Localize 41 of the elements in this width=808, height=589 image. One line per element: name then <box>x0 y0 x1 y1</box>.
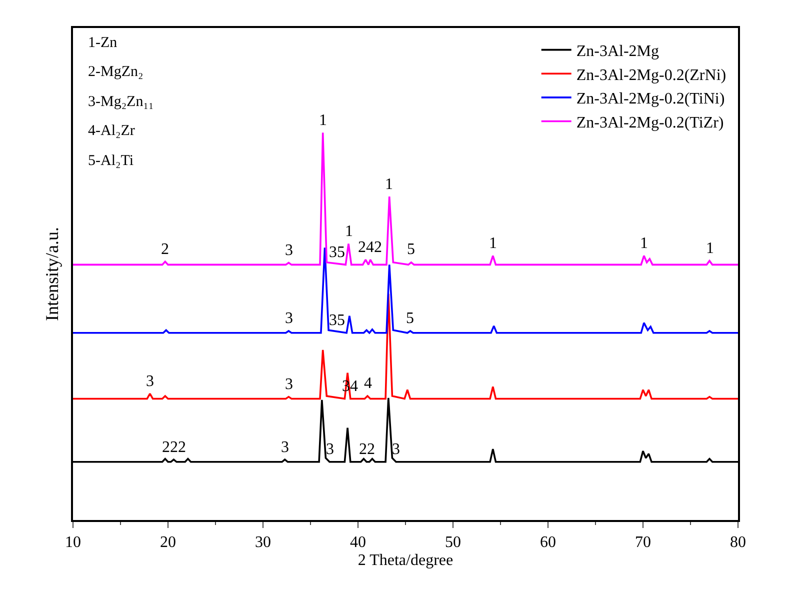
x-axis-title: 2 Theta/degree <box>358 552 454 570</box>
annotation: 5 <box>407 241 415 258</box>
annotation: 1 <box>706 240 714 257</box>
legend-label: Zn-3Al-2Mg-0.2(ZrNi) <box>576 66 726 84</box>
legend-label: Zn-3Al-2Mg-0.2(TiZr) <box>576 114 724 132</box>
annotation: 35 <box>329 244 345 261</box>
x-tick-label: 70 <box>635 534 651 551</box>
y-axis-title: Intensity/a.u. <box>42 227 62 321</box>
annotation: 5-Al₂Ti <box>88 153 134 169</box>
annotation: 3 <box>285 376 293 393</box>
annotation: 22 <box>359 441 375 458</box>
legend-label: Zn-3Al-2Mg-0.2(TiNi) <box>576 90 725 108</box>
x-tick-label: 30 <box>255 534 271 551</box>
annotation: 4-Al₂Zr <box>88 123 135 139</box>
annotation: 3 <box>326 441 334 458</box>
annotation: 3 <box>281 439 289 456</box>
x-tick-label: 10 <box>65 534 81 551</box>
annotation: 3 <box>392 441 400 458</box>
x-tick-label: 40 <box>350 534 366 551</box>
annotation: 5 <box>406 310 414 327</box>
x-tick-label: 60 <box>540 534 556 551</box>
x-tick-label: 20 <box>160 534 176 551</box>
text: 3-Mg₂Zn₁₁ <box>88 94 154 110</box>
text: 1-Zn <box>88 35 118 51</box>
annotation: 1 <box>319 112 327 129</box>
annotation: 2 <box>161 241 169 258</box>
annotation: 242 <box>358 239 382 256</box>
annotation: 3 <box>146 373 154 390</box>
annotation: 1 <box>345 223 353 240</box>
annotation: 3 <box>285 242 293 259</box>
annotation: 1 <box>640 235 648 252</box>
annotation: 1 <box>385 176 393 193</box>
annotation: 1 <box>489 235 497 252</box>
annotation: 35 <box>329 312 345 329</box>
annotation: 222 <box>162 439 186 456</box>
x-tick-label: 80 <box>730 534 746 551</box>
x-tick-label: 50 <box>445 534 461 551</box>
annotation: 3 <box>285 310 293 327</box>
annotation: 4 <box>364 375 372 392</box>
text: 2-MgZn₂ <box>88 64 144 80</box>
legend-label: Zn-3Al-2Mg <box>576 43 660 60</box>
